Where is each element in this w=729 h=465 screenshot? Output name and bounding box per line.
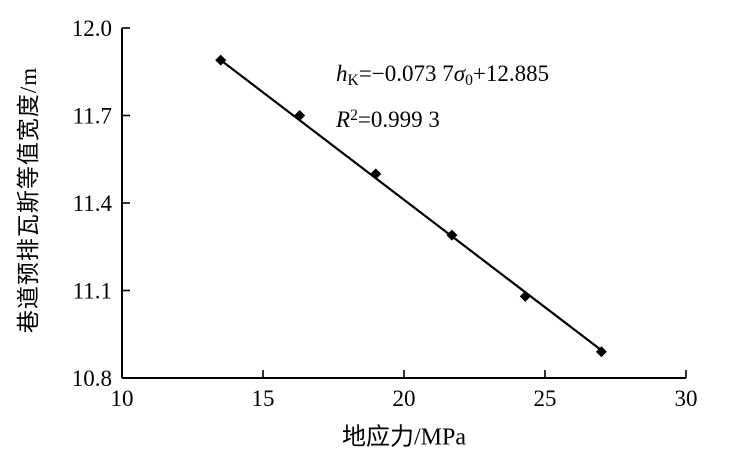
var-r: R <box>336 106 351 132</box>
regression-annotation: hK=−0.073 7σ0+12.885 R2=0.999 3 <box>336 56 549 137</box>
var-h-subscript: K <box>347 71 359 89</box>
y-tick-label: 10.8 <box>72 366 112 391</box>
x-tick-label: 30 <box>675 386 698 411</box>
equation-part-1: =−0.073 7 <box>358 61 454 86</box>
y-tick-label: 11.4 <box>73 191 113 216</box>
data-point <box>215 54 227 66</box>
y-tick-label: 11.1 <box>73 279 112 304</box>
x-tick-label: 15 <box>252 386 275 411</box>
var-r-exponent: 2 <box>350 106 358 124</box>
x-tick-label: 20 <box>393 386 416 411</box>
regression-line <box>220 59 603 352</box>
x-tick-label: 25 <box>534 386 557 411</box>
equation-text: hK=−0.073 7σ0+12.885 <box>336 56 549 98</box>
r-squared-text: R2=0.999 3 <box>336 98 549 137</box>
data-point <box>595 346 607 358</box>
data-point <box>294 110 306 121</box>
data-point <box>446 229 458 241</box>
x-tick-label: 10 <box>111 386 134 411</box>
equation-part-2: +12.885 <box>472 61 550 86</box>
var-h: h <box>336 61 348 86</box>
r-squared-value: =0.999 3 <box>357 106 440 132</box>
y-axis-title: 巷道预排瓦斯等值宽度/m <box>16 66 41 334</box>
x-axis-title: 地应力/MPa <box>341 424 467 451</box>
y-tick-label: 12.0 <box>72 16 112 41</box>
data-point <box>519 290 531 302</box>
y-tick-label: 11.7 <box>73 104 112 129</box>
data-point <box>370 168 382 180</box>
var-sigma: σ <box>453 61 466 86</box>
var-sigma-subscript: 0 <box>465 71 473 89</box>
